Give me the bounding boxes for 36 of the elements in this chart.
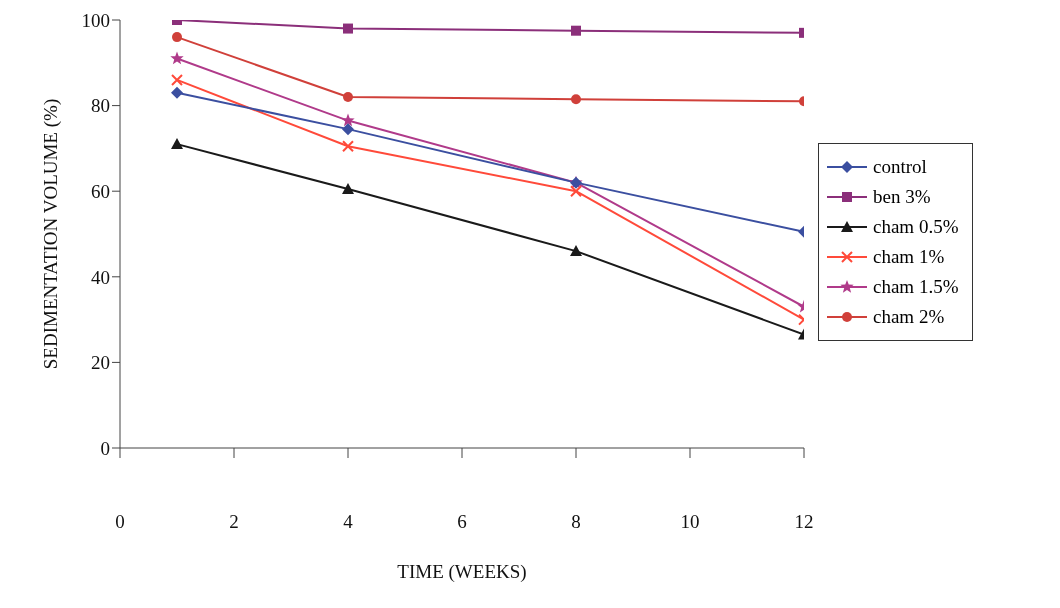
point [171, 138, 183, 150]
x-tick-label: 4 [343, 511, 354, 532]
x-tick-label: 2 [229, 511, 239, 532]
y-axis-title: SEDIMENTATION VOLUME (%) [39, 98, 62, 370]
y-tick-label: 80 [91, 95, 110, 117]
y-tick-label: 40 [91, 266, 110, 288]
point [171, 86, 183, 99]
legend-label: ben 3% [873, 186, 931, 208]
y-tick-label: 100 [81, 9, 110, 31]
x-tick-label: 10 [680, 511, 700, 532]
point [170, 51, 184, 65]
point [341, 113, 355, 127]
point [342, 123, 354, 136]
legend-label: cham 1.5% [873, 276, 959, 298]
x-tick-label: 8 [571, 511, 581, 532]
point [172, 32, 182, 43]
point [570, 245, 582, 257]
point [342, 140, 354, 153]
x-tick-label: 0 [115, 511, 125, 532]
point [171, 73, 183, 86]
legend-label: cham 1% [873, 246, 945, 268]
point [342, 183, 354, 195]
x-tick-label: 6 [457, 511, 467, 532]
point [571, 94, 581, 105]
point [343, 23, 353, 34]
point [570, 185, 582, 198]
y-tick-label: 60 [91, 180, 110, 202]
legend-label: cham 2% [873, 306, 945, 328]
legend-label: cham 0.5% [873, 216, 959, 238]
y-tick-label: 20 [91, 352, 110, 374]
x-axis-title: TIME (WEEKS) [397, 561, 527, 583]
x-tick-label: 12 [794, 511, 814, 532]
legend-label: control [873, 156, 927, 178]
point [343, 92, 353, 103]
point [571, 25, 581, 36]
y-tick-label: 0 [100, 437, 110, 459]
